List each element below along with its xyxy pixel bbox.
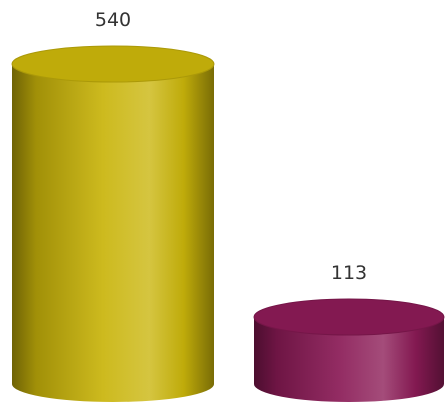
value-label-113: 113 <box>331 262 367 284</box>
cylinder-top-540 <box>11 45 215 83</box>
cylinder-body-540 <box>12 64 214 402</box>
bars-layer <box>11 45 445 402</box>
cylinder-bar-540 <box>11 45 215 402</box>
cylinder-bar-113 <box>253 298 445 402</box>
cylinder-top-113 <box>253 298 445 336</box>
value-labels: 540 113 <box>95 9 367 284</box>
value-label-540: 540 <box>95 9 131 31</box>
cylinder-body-113 <box>254 317 444 402</box>
